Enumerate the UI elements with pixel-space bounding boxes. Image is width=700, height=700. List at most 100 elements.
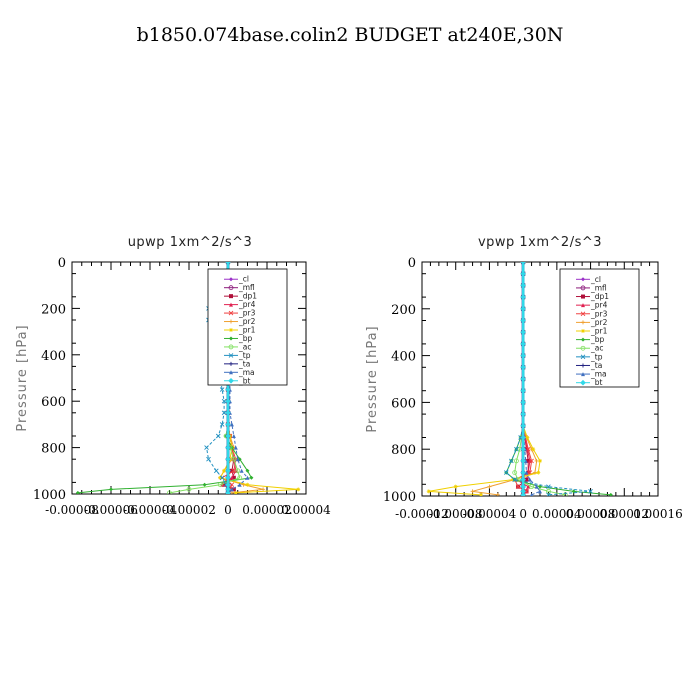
y-tick-label: 800 — [391, 443, 416, 458]
legend-marker — [228, 377, 234, 384]
data-point-ac — [235, 468, 241, 474]
data-point-pr2 — [261, 487, 266, 492]
panel-title: upwp 1xm^2/s^3 — [128, 235, 253, 250]
data-point-bt — [520, 488, 526, 495]
data-point-tp — [503, 470, 509, 475]
data-point-ma — [239, 468, 244, 473]
data-point-bt — [520, 446, 526, 452]
data-point-tp — [221, 398, 227, 404]
legend-marker — [580, 285, 586, 291]
x-tick-label: 0.00012 — [599, 507, 649, 521]
data-point-pr3 — [525, 446, 531, 452]
data-point-bp — [245, 468, 250, 473]
legend-label: _pr2 — [590, 318, 608, 327]
data-point-bt — [520, 352, 526, 359]
legend-label: _bp — [590, 335, 605, 344]
data-point-dp1 — [231, 487, 236, 492]
data-point-ac — [514, 458, 519, 464]
data-point-tp — [546, 484, 551, 489]
data-point-pr1 — [296, 487, 301, 492]
data-point-bt — [225, 433, 231, 439]
data-point-dp1 — [231, 475, 236, 480]
legend-marker — [580, 311, 586, 317]
legend-label: _pr3 — [238, 309, 256, 318]
data-point-ac — [231, 456, 237, 462]
data-point-pr2 — [470, 489, 475, 494]
legend-marker — [580, 345, 586, 351]
y-tick-label: 800 — [41, 442, 66, 457]
x-tick-label: -0.00002 — [162, 503, 216, 517]
legend-marker — [581, 372, 585, 377]
panel-upwp: upwp 1xm^2/s^3 Pressure [hPa] 0 200 400 600 80… — [15, 235, 331, 517]
data-point-bt — [225, 262, 231, 265]
data-point-ma — [229, 487, 234, 492]
legend-label: _ma — [238, 368, 255, 377]
legend-marker — [229, 361, 233, 366]
legend-label: _mfl — [238, 283, 255, 292]
data-point-pr2 — [534, 458, 539, 463]
data-point-ma — [534, 484, 539, 489]
data-point-bt — [225, 474, 231, 481]
legend-label: _pr1 — [238, 326, 256, 335]
legend-label: _bt — [590, 378, 603, 387]
data-point-pr3 — [229, 482, 235, 488]
y-tick-label: 400 — [41, 349, 66, 364]
data-point-tp — [215, 433, 221, 439]
data-point-tp — [206, 456, 211, 462]
y-tick-label: 600 — [41, 395, 66, 410]
x-tick-label: -0.00008 — [45, 503, 99, 517]
data-point-bt — [520, 270, 526, 277]
x-tick-label: 0.00004 — [281, 503, 331, 517]
legend-label: _mfl — [590, 283, 607, 292]
data-point-pr4 — [526, 484, 531, 489]
data-point-bt — [225, 444, 231, 451]
legend-label: _pr1 — [590, 327, 608, 336]
data-point-dp1 — [524, 477, 529, 482]
data-point-bt — [520, 476, 526, 483]
data-point-tp — [219, 422, 225, 427]
data-point-ac — [167, 490, 172, 494]
figure-title: b1850.074base.colin2 BUDGET at240E,30N — [137, 24, 564, 46]
data-point-pr1 — [525, 435, 530, 440]
data-point-bt — [520, 399, 526, 406]
legend-marker — [229, 302, 233, 307]
legend-label: _pr4 — [238, 300, 256, 309]
data-point-bt — [520, 469, 526, 476]
x-tick-label: 0.00002 — [242, 503, 292, 517]
data-point-bt — [225, 398, 231, 404]
legend-box — [559, 268, 640, 388]
data-point-pr1 — [245, 482, 250, 487]
y-tick-label: 600 — [391, 396, 416, 411]
panel-vpwp: vpwp 1xm^2/s^3 Pressure [hPa] 0 200 400 600 80… — [365, 235, 683, 521]
data-point-tp — [514, 446, 519, 452]
data-point-bt — [520, 387, 526, 394]
legend-marker — [228, 344, 234, 350]
data-point-pr1 — [218, 475, 223, 480]
data-point-bt — [520, 483, 526, 490]
legend-label: _pr3 — [590, 309, 608, 318]
legend-marker — [229, 370, 233, 375]
legend-marker — [229, 328, 233, 332]
data-point-bt — [225, 481, 231, 488]
data-point-pr2 — [495, 492, 500, 496]
legend-marker — [228, 310, 234, 316]
data-point-pr1 — [222, 468, 227, 473]
data-point-bt — [225, 486, 231, 493]
legend-marker — [228, 353, 234, 358]
data-point-ma — [231, 434, 236, 438]
data-point-pr3 — [529, 458, 534, 464]
y-tick-label: 1000 — [383, 490, 416, 505]
data-point-bt — [520, 306, 526, 312]
data-point-bt — [520, 411, 526, 417]
data-point-pr1 — [453, 484, 458, 489]
data-point-pr1 — [426, 489, 431, 494]
legend-label: _tp — [238, 351, 251, 360]
data-point-ac — [237, 475, 243, 481]
legend-label: _bp — [238, 334, 253, 343]
data-point-ac — [529, 484, 534, 490]
data-point-pr2 — [487, 484, 492, 489]
legend-marker — [580, 379, 586, 386]
y-tick-label: 200 — [391, 303, 416, 318]
legend-label: _dp1 — [590, 292, 609, 301]
